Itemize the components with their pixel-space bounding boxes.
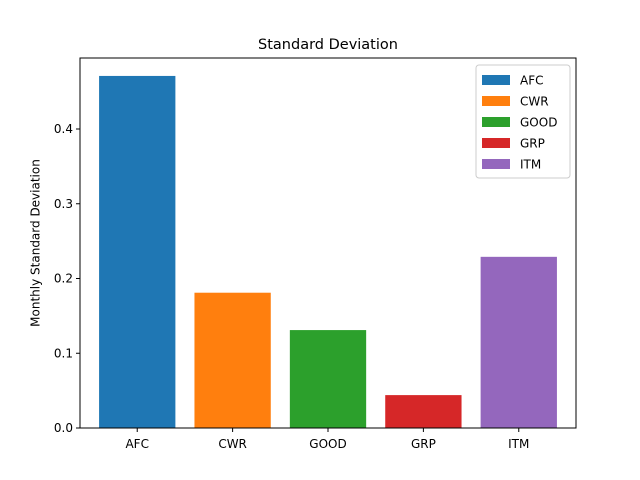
x-ticks-group: AFC CWR GOOD GRP ITM: [125, 428, 529, 451]
y-axis-label: Monthly Standard Deviation: [29, 159, 43, 327]
legend-swatch-afc: [482, 75, 510, 85]
bar-good: [289, 330, 367, 428]
x-tick-label: CWR: [218, 437, 247, 451]
legend-swatch-grp: [482, 138, 510, 148]
legend-box: [475, 64, 571, 179]
x-tick-label: AFC: [125, 437, 149, 451]
chart-title: Standard Deviation: [258, 37, 398, 53]
bar-afc: [99, 75, 176, 428]
y-tick-label: 0.3: [54, 197, 73, 211]
x-tick-label: GOOD: [309, 437, 346, 451]
legend-label: AFC: [520, 74, 544, 88]
legend-swatch-good: [482, 117, 510, 127]
legend-label: GRP: [520, 137, 545, 151]
y-ticks-group: 0.0 0.1 0.2 0.3 0.4: [54, 122, 80, 435]
y-tick-label: 0.2: [54, 272, 73, 286]
legend-swatch-itm: [482, 159, 510, 169]
x-tick-label: GRP: [411, 437, 436, 451]
legend-label: GOOD: [520, 116, 557, 130]
legend-label: CWR: [520, 95, 549, 109]
bars-group: [99, 75, 557, 428]
y-tick-label: 0.0: [54, 421, 73, 435]
bar-cwr: [194, 292, 271, 428]
bar-grp: [385, 395, 462, 428]
legend-swatch-cwr: [482, 96, 510, 106]
bar-itm: [480, 256, 557, 428]
y-tick-label: 0.1: [54, 346, 73, 360]
legend: AFC CWR GOOD GRP ITM: [475, 64, 571, 179]
x-tick-label: ITM: [508, 437, 529, 451]
legend-label: ITM: [520, 158, 541, 172]
plot-frame: [79, 57, 577, 429]
y-tick-label: 0.4: [54, 122, 73, 136]
